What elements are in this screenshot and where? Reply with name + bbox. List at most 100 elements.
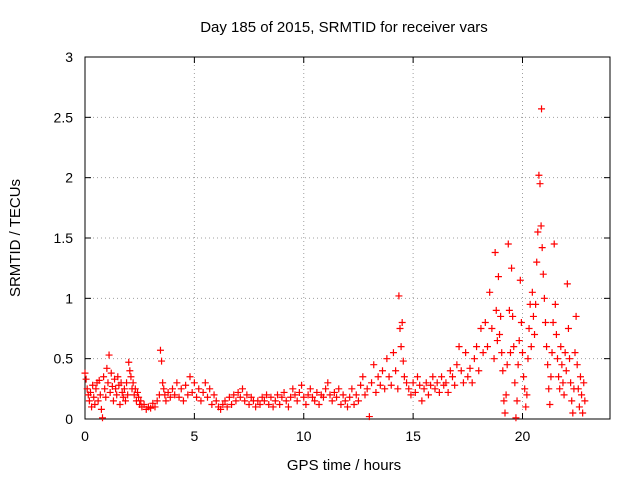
data-point [500,397,508,405]
data-point [328,397,336,405]
data-point [232,397,240,405]
data-point [549,318,557,326]
data-point [243,391,251,399]
data-point [81,369,89,377]
data-point [488,325,496,332]
data-point [127,373,135,381]
data-point [208,401,216,409]
y-tick-label: 0 [65,411,73,427]
data-point [580,379,588,387]
data-point [151,403,159,411]
data-point [352,391,360,399]
data-point [556,385,564,393]
data-point [513,397,521,405]
data-point [124,391,132,399]
data-point [256,401,264,409]
data-point [295,388,303,396]
data-point [470,355,478,363]
data-point [538,244,546,252]
data-point [258,393,266,401]
data-point [422,379,430,387]
data-point [265,401,273,409]
data-point [409,379,417,387]
data-point [107,369,115,377]
data-point [536,180,544,188]
data-point [521,385,529,393]
data-point [365,413,373,421]
data-point [96,391,104,399]
x-tick-label: 5 [190,428,198,444]
data-point [171,391,179,399]
data-point [333,393,341,401]
data-point [517,318,525,326]
data-point [197,397,205,405]
data-point [579,409,587,417]
data-point [381,385,389,393]
data-point [330,388,338,396]
data-point [534,228,542,236]
data-point [566,355,574,363]
y-tick-label: 1.5 [54,230,74,246]
data-point [548,349,556,357]
data-point [496,331,504,339]
data-point [499,367,507,375]
data-point [254,397,262,405]
data-point [399,357,407,365]
data-point [457,367,465,375]
data-point [348,385,356,393]
data-point [311,397,319,405]
data-point [372,388,380,396]
data-point [481,318,489,326]
data-point [506,349,514,357]
data-point [274,391,281,399]
y-tick-label: 1 [65,290,73,306]
data-point [520,373,528,381]
data-point [573,361,581,369]
data-point [522,403,530,411]
data-point [370,361,378,369]
data-point [344,403,351,411]
data-point [112,385,120,393]
data-point [269,403,277,411]
data-point [91,401,99,409]
data-point [529,312,537,320]
data-point [405,385,413,393]
data-point [164,388,172,396]
data-point [403,379,411,387]
data-point [219,401,227,409]
data-point [414,373,421,381]
data-point [309,393,316,401]
data-point [563,280,571,288]
data-point [540,294,548,302]
data-point [532,300,540,308]
data-point [568,397,576,405]
data-point [558,361,566,369]
data-point [431,385,439,393]
data-point [514,361,522,369]
data-point [477,325,485,332]
data-point [239,385,246,393]
data-point [560,391,568,399]
data-point [396,325,404,332]
data-point [475,367,483,375]
data-point [101,385,109,393]
data-point [284,403,292,411]
data-point [169,385,176,393]
data-point [376,381,384,389]
data-point [188,388,196,396]
data-point [544,361,552,369]
data-point [109,397,117,405]
data-point [306,385,314,393]
data-point [466,364,474,372]
data-point [547,373,555,381]
data-point [398,318,406,326]
data-point [387,381,395,389]
data-point [509,312,517,320]
data-point [160,385,168,393]
data-point [508,264,516,272]
data-point [435,388,443,396]
data-point [121,397,129,405]
data-point [82,375,90,383]
data-point [278,393,286,401]
